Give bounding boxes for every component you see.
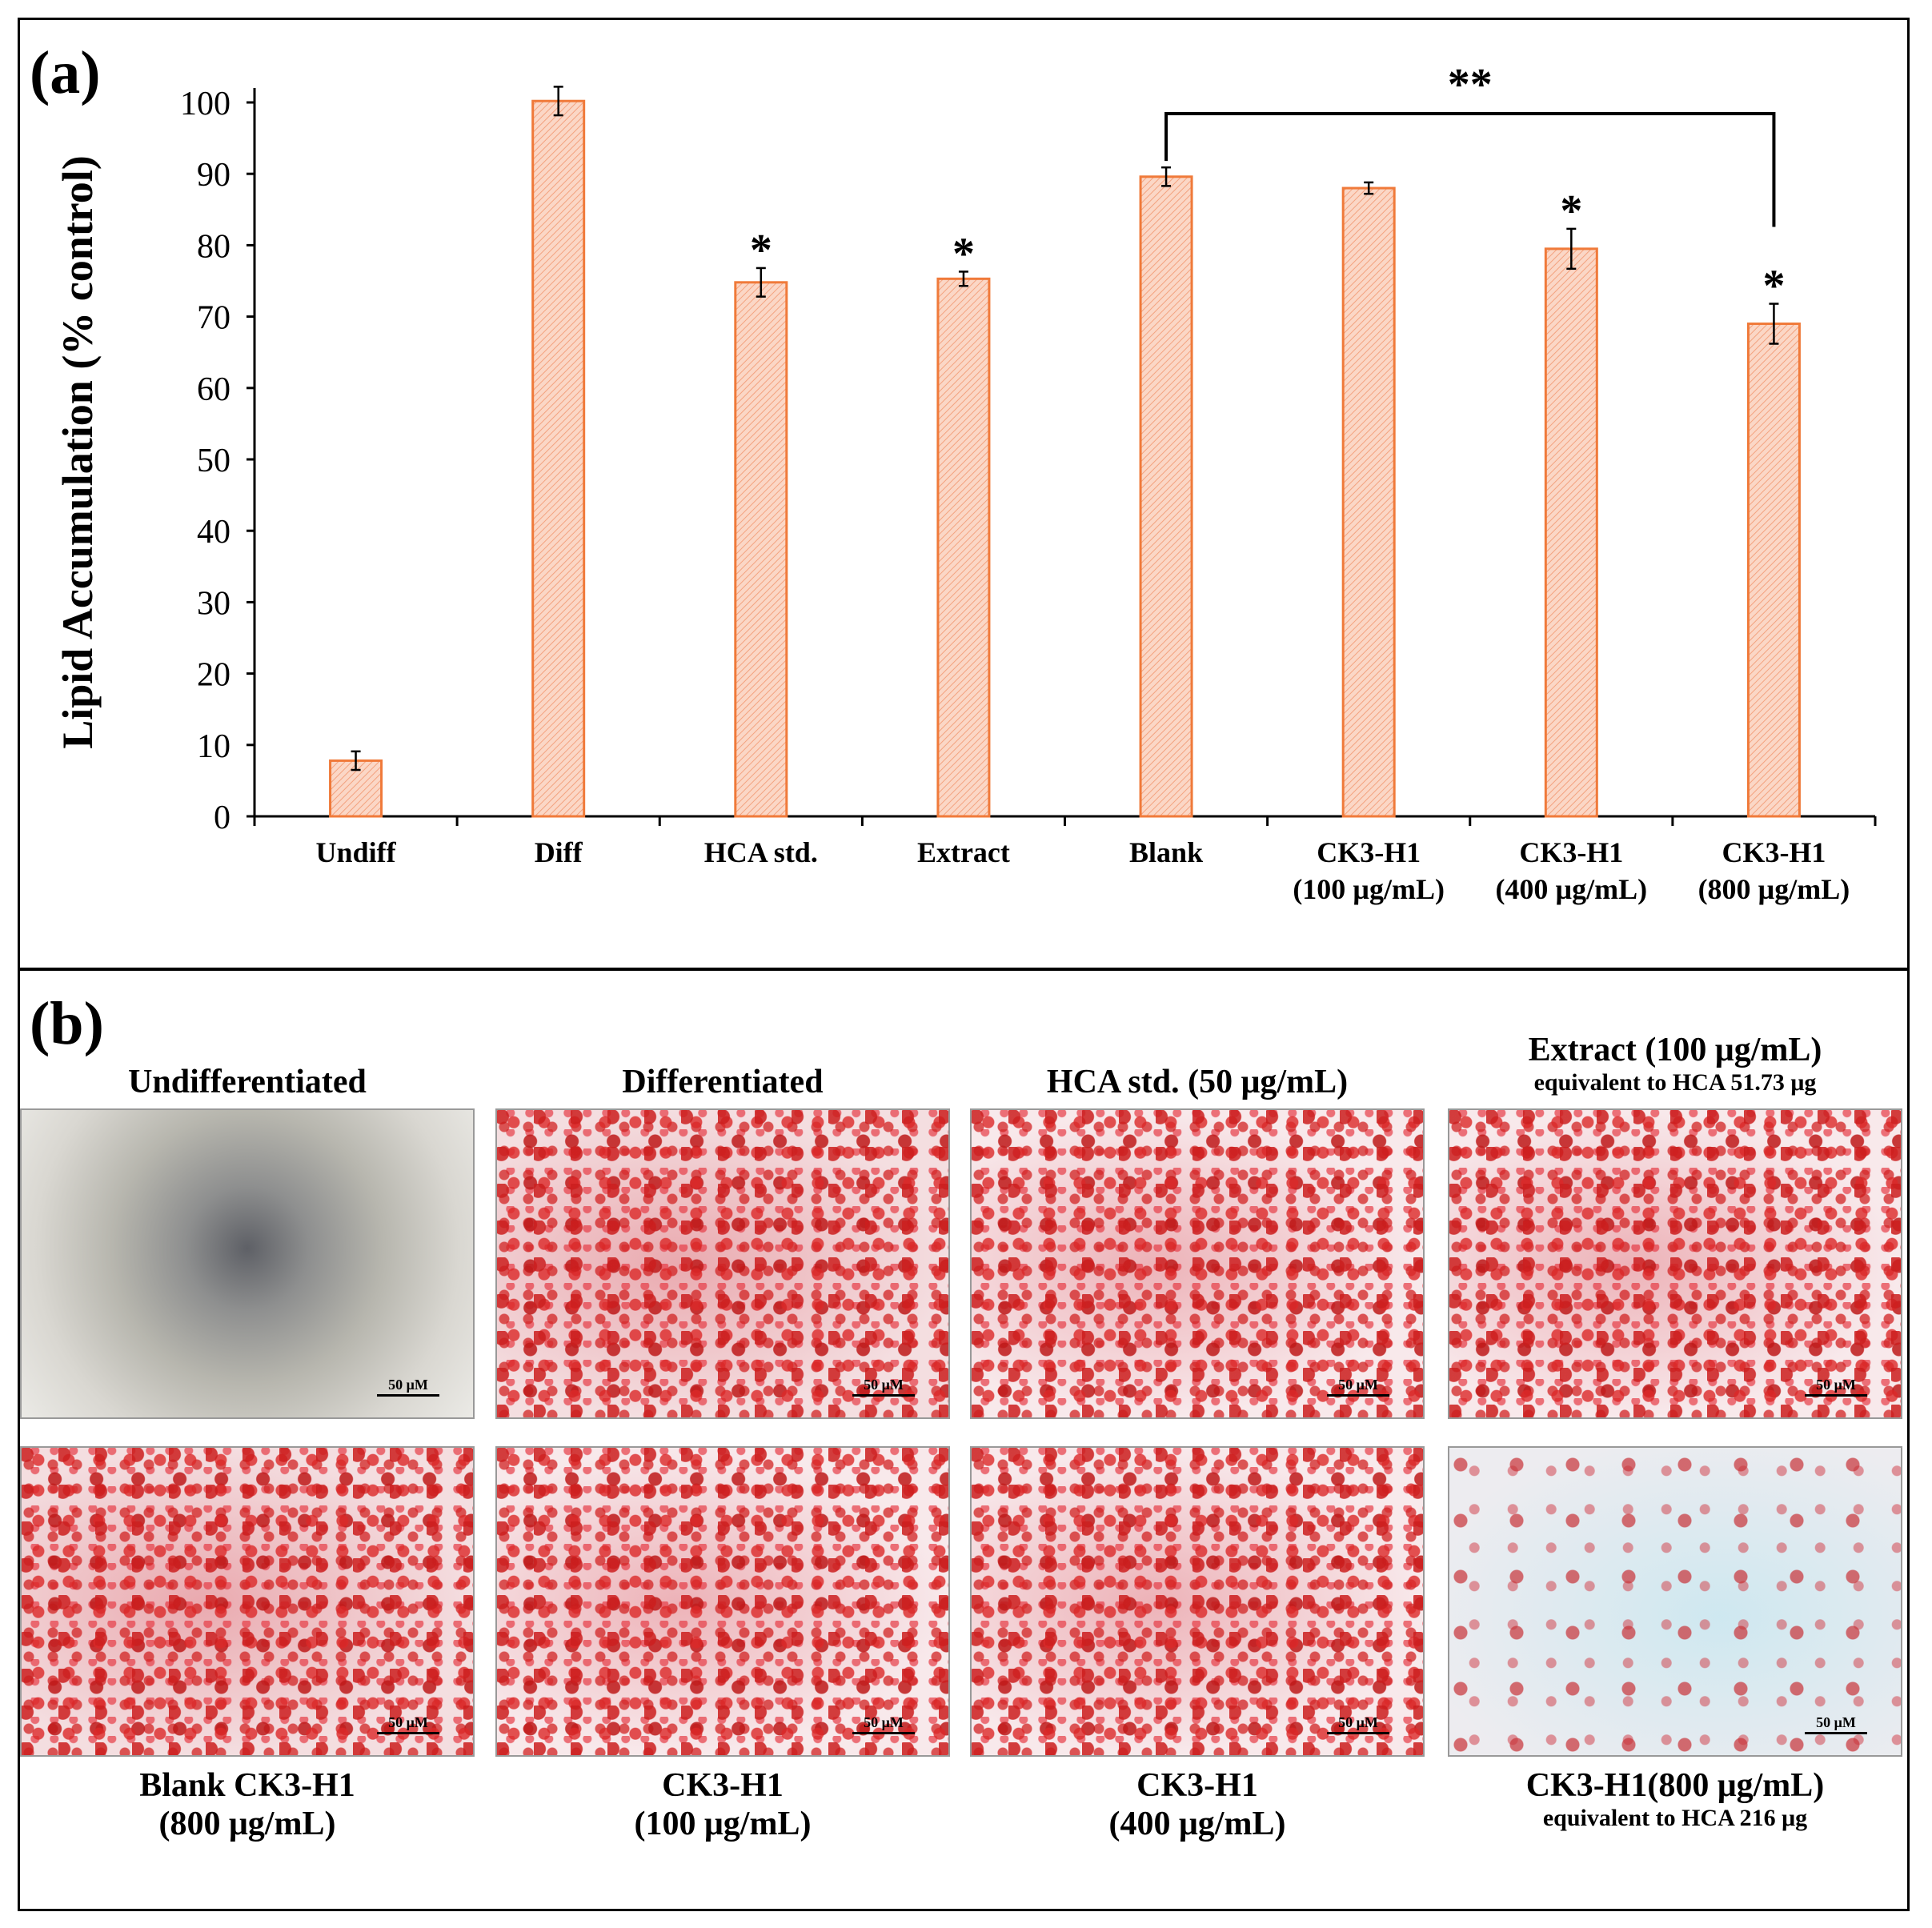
micrograph-image: 50 μM xyxy=(970,1446,1425,1757)
significance-marker: * xyxy=(952,229,975,279)
scale-bar: 50 μM xyxy=(1327,1377,1389,1397)
x-tick-label: Blank xyxy=(1129,836,1203,868)
x-tick-label: HCA std. xyxy=(704,836,818,868)
micrograph-title-text: HCA std. (50 μg/mL) xyxy=(1046,1064,1349,1100)
scale-bar: 50 μM xyxy=(852,1714,915,1734)
bar xyxy=(936,277,991,818)
bar xyxy=(1544,247,1598,818)
y-tick-label: 60 xyxy=(197,371,230,408)
y-tick-label: 90 xyxy=(197,157,230,194)
y-tick-label: 30 xyxy=(197,585,230,622)
scale-bar-label: 50 μM xyxy=(388,1714,428,1730)
micrograph-caption-text: CK3-H1(800 μg/mL) xyxy=(1525,1767,1825,1804)
scale-bar-line xyxy=(1805,1394,1867,1397)
x-tick-label: Extract xyxy=(917,836,1010,868)
significance-marker: * xyxy=(1560,186,1582,236)
scale-bar-label: 50 μM xyxy=(1338,1377,1378,1393)
scale-bar-line xyxy=(852,1394,915,1397)
scale-bar-label: 50 μM xyxy=(1816,1377,1856,1393)
y-tick-label: 10 xyxy=(197,728,230,765)
scale-bar: 50 μM xyxy=(1805,1377,1867,1397)
significance-marker: * xyxy=(1762,262,1785,311)
micrograph-image: 50 μM xyxy=(495,1108,950,1419)
micrograph-caption: CK3-H1 (100 μg/mL) xyxy=(483,1766,963,1844)
micrograph-image: 50 μM xyxy=(1448,1446,1902,1757)
micrograph-title-text: Differentiated xyxy=(622,1064,824,1100)
scale-bar-label: 50 μM xyxy=(388,1377,428,1393)
bar xyxy=(734,281,788,818)
micrograph-caption-sub: equivalent to HCA 216 μg xyxy=(1542,1805,1808,1832)
scale-bar-line xyxy=(1327,1732,1389,1734)
micrograph-title-text: Extract (100 μg/mL) xyxy=(1528,1032,1822,1068)
scale-bar: 50 μM xyxy=(852,1377,915,1397)
scale-bar: 50 μM xyxy=(377,1714,439,1734)
scale-bar-line xyxy=(377,1394,439,1397)
scale-bar: 50 μM xyxy=(377,1377,439,1397)
scale-bar-label: 50 μM xyxy=(864,1377,904,1393)
micrograph-image: 50 μM xyxy=(1448,1108,1902,1419)
micrograph-image: 50 μM xyxy=(970,1108,1425,1419)
y-axis-label: Lipid Accumulation (% control) xyxy=(54,155,102,749)
x-tick-label: CK3-H1 xyxy=(1317,836,1421,868)
panel-a-label: (a) xyxy=(30,39,101,106)
micrograph-caption-sub: (800 μg/mL) xyxy=(158,1806,336,1843)
y-tick-label: 0 xyxy=(214,800,230,836)
scale-bar-label: 50 μM xyxy=(1816,1714,1856,1730)
scale-bar-line xyxy=(377,1732,439,1734)
scale-bar-line xyxy=(1805,1732,1867,1734)
scale-bar: 50 μM xyxy=(1327,1714,1389,1734)
micrograph-caption-sub: (400 μg/mL) xyxy=(1108,1806,1286,1843)
scale-bar: 50 μM xyxy=(1805,1714,1867,1734)
x-tick-label: (100 µg/mL) xyxy=(1293,873,1445,905)
x-tick-label: CK3-H1 xyxy=(1519,836,1623,868)
micrograph-image: 50 μM xyxy=(495,1446,950,1757)
micrograph-title: Undifferentiated xyxy=(7,1063,487,1101)
micrograph-caption: Blank CK3-H1 (800 μg/mL) xyxy=(7,1766,487,1844)
micrograph-image: 50 μM xyxy=(20,1108,475,1419)
panel-a: (a) 0 10 20 30 40 50 60 70 80 90 100 Undiff Diff * HC… xyxy=(18,18,1910,970)
micrograph-caption-sub: (100 μg/mL) xyxy=(634,1806,812,1843)
y-tick-label: 100 xyxy=(180,86,230,122)
micrograph-title: Extract (100 μg/mL) equivalent to HCA 51.… xyxy=(1435,1031,1915,1097)
bar-chart: 0 10 20 30 40 50 60 70 80 90 100 Undiff Diff * HCA st… xyxy=(54,60,1877,905)
x-tick-label: (800 µg/mL) xyxy=(1698,873,1850,905)
y-tick-label: 80 xyxy=(197,228,230,265)
comparison-label: ** xyxy=(1448,60,1493,110)
micrograph-caption: CK3-H1 (400 μg/mL) xyxy=(957,1766,1437,1844)
micrograph-title: HCA std. (50 μg/mL) xyxy=(957,1063,1437,1101)
micrograph-caption-text: Blank CK3-H1 xyxy=(139,1767,355,1804)
scale-bar-label: 50 μM xyxy=(864,1714,904,1730)
bar xyxy=(1139,175,1193,818)
micrograph-title: Differentiated xyxy=(483,1063,963,1101)
y-tick-label: 40 xyxy=(197,514,230,551)
y-tick-label: 50 xyxy=(197,443,230,479)
micrograph-caption: CK3-H1(800 μg/mL) equivalent to HCA 216 μ… xyxy=(1435,1766,1915,1833)
micrograph-caption-text: CK3-H1 xyxy=(662,1767,784,1804)
x-tick-label: (400 µg/mL) xyxy=(1495,873,1647,905)
micrograph-caption-text: CK3-H1 xyxy=(1136,1767,1258,1804)
bar xyxy=(531,99,586,818)
y-tick-label: 20 xyxy=(197,657,230,694)
x-tick-label: Undiff xyxy=(316,836,397,868)
bar xyxy=(1746,323,1801,818)
micrograph-title-text: Undifferentiated xyxy=(128,1064,367,1100)
scale-bar-label: 50 μM xyxy=(1338,1714,1378,1730)
scale-bar-line xyxy=(852,1732,915,1734)
significance-marker: * xyxy=(750,226,772,275)
bar xyxy=(1341,186,1396,818)
panel-b: (b) 50 μM Undifferentiated 50 μM Differenti… xyxy=(18,968,1910,1911)
y-tick-label: 70 xyxy=(197,300,230,337)
micrograph-subtitle: equivalent to HCA 51.73 μg xyxy=(1533,1069,1817,1096)
scale-bar-line xyxy=(1327,1394,1389,1397)
panel-b-label: (b) xyxy=(30,990,104,1057)
micrograph-image: 50 μM xyxy=(20,1446,475,1757)
x-tick-label: CK3-H1 xyxy=(1722,836,1826,868)
x-tick-label: Diff xyxy=(535,836,583,868)
comparison-bracket xyxy=(1164,112,1776,227)
